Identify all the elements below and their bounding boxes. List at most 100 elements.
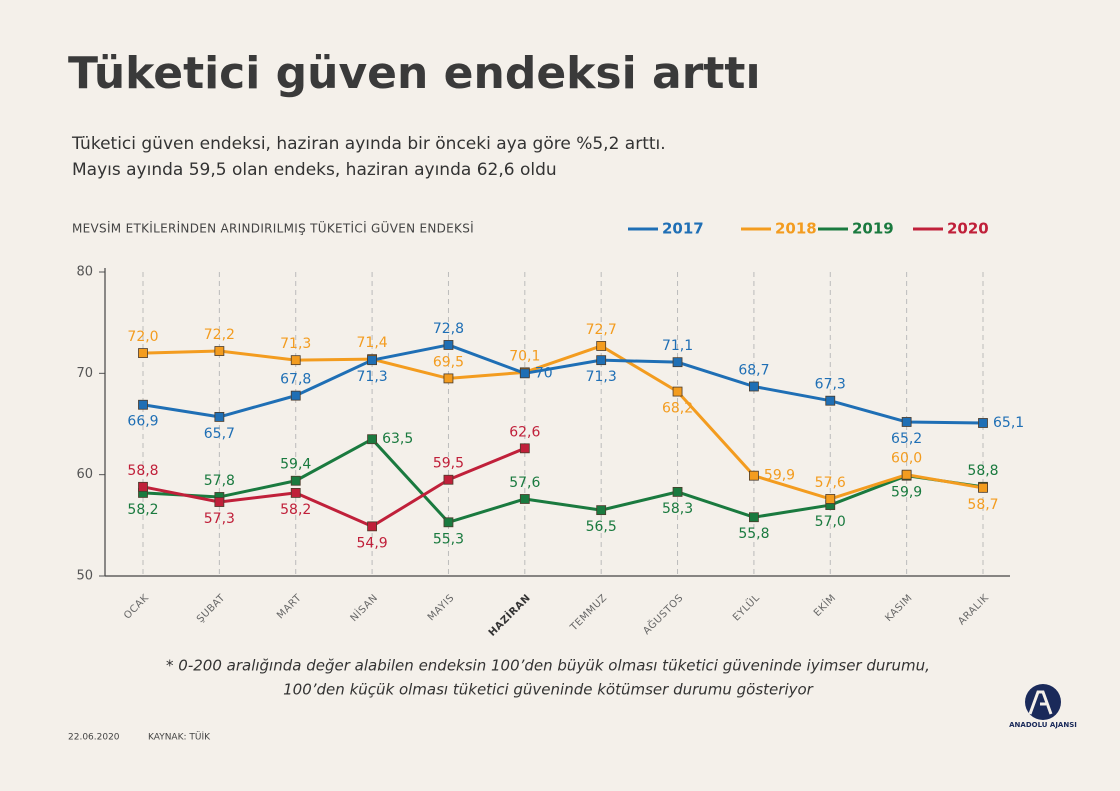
data-label: 65,2 bbox=[891, 431, 922, 447]
data-label: 63,5 bbox=[382, 431, 413, 447]
data-label: 57,6 bbox=[509, 475, 540, 491]
data-label: 66,9 bbox=[127, 414, 158, 430]
data-label: 70 bbox=[535, 365, 553, 381]
x-tick-label: ŞUBAT bbox=[195, 592, 228, 625]
data-label: 59,4 bbox=[280, 457, 311, 473]
data-point bbox=[825, 494, 836, 504]
data-label: 59,5 bbox=[433, 456, 464, 472]
subtitle: Mayıs ayında 59,5 olan endeks, haziran a… bbox=[72, 160, 557, 180]
y-tick-label: 70 bbox=[76, 366, 93, 381]
data-label: 71,1 bbox=[662, 338, 693, 354]
x-tick-label: AĞUSTOS bbox=[640, 591, 686, 637]
legend-label: 2020 bbox=[947, 220, 989, 238]
data-label: 72,8 bbox=[433, 321, 464, 337]
data-point bbox=[596, 341, 607, 351]
data-point bbox=[749, 381, 759, 392]
x-tick-label: EKİM bbox=[811, 591, 839, 619]
data-label: 58,8 bbox=[127, 463, 158, 479]
data-point bbox=[596, 355, 607, 366]
data-label: 60,0 bbox=[891, 451, 922, 467]
data-point bbox=[367, 434, 377, 445]
series-line bbox=[142, 446, 526, 528]
x-tick-label: KASIM bbox=[883, 592, 915, 624]
data-point bbox=[749, 470, 759, 481]
data-label: 68,7 bbox=[738, 363, 769, 379]
data-point bbox=[672, 386, 683, 397]
data-point bbox=[672, 357, 683, 368]
data-point bbox=[443, 340, 454, 350]
data-label: 65,7 bbox=[204, 426, 235, 442]
data-point bbox=[290, 355, 301, 366]
data-label: 58,8 bbox=[967, 463, 998, 479]
data-label: 72,2 bbox=[204, 327, 235, 343]
data-label: 69,5 bbox=[433, 354, 464, 370]
x-tick-label: MART bbox=[275, 592, 304, 621]
data-label: 57,8 bbox=[204, 473, 235, 489]
data-label: 65,1 bbox=[993, 415, 1024, 431]
date: 22.06.2020 bbox=[68, 733, 120, 743]
series-line bbox=[142, 343, 984, 425]
data-point bbox=[138, 399, 148, 410]
x-tick-label: EYLÜL bbox=[730, 591, 762, 623]
data-point bbox=[901, 417, 912, 427]
legend-label: 2019 bbox=[852, 220, 894, 238]
data-label: 58,2 bbox=[280, 502, 311, 518]
data-label: 72,7 bbox=[586, 322, 617, 338]
footnote: * 0-200 aralığında değer alabilen endeks… bbox=[166, 657, 930, 675]
data-point bbox=[749, 512, 759, 523]
data-point bbox=[290, 390, 301, 401]
y-tick-label: 50 bbox=[76, 569, 93, 584]
data-label: 68,2 bbox=[662, 401, 693, 417]
source: KAYNAK: TÜİK bbox=[148, 732, 211, 743]
data-label: 58,2 bbox=[127, 502, 158, 518]
data-label: 71,3 bbox=[586, 369, 617, 385]
x-tick-label: OCAK bbox=[122, 592, 151, 621]
data-point bbox=[443, 373, 454, 384]
logo-mark bbox=[1028, 690, 1053, 715]
x-tick-label: HAZİRAN bbox=[485, 590, 533, 638]
x-tick-label: NİSAN bbox=[347, 591, 380, 624]
data-label: 72,0 bbox=[127, 329, 158, 345]
x-tick-label: ARALIK bbox=[956, 592, 991, 627]
data-point bbox=[901, 469, 912, 480]
data-point bbox=[596, 505, 607, 516]
series-line bbox=[142, 344, 984, 501]
logo-text: ANADOLU AJANSI bbox=[1009, 721, 1077, 729]
data-point bbox=[978, 482, 988, 493]
data-point bbox=[290, 488, 301, 498]
data-label: 55,3 bbox=[433, 531, 464, 547]
data-label: 58,7 bbox=[967, 497, 998, 513]
logo: ANADOLU AJANSI bbox=[1009, 684, 1077, 729]
data-point bbox=[214, 497, 225, 507]
data-label: 56,5 bbox=[586, 519, 617, 535]
data-point bbox=[214, 346, 225, 356]
data-point bbox=[367, 521, 377, 532]
y-tick-label: 80 bbox=[76, 265, 93, 280]
footnote: 100’den küçük olması tüketici güveninde … bbox=[283, 681, 814, 699]
data-point bbox=[825, 395, 836, 406]
data-label: 71,3 bbox=[357, 369, 388, 385]
data-label: 70,1 bbox=[509, 348, 540, 364]
data-point bbox=[443, 474, 454, 485]
title: Tüketici güven endeksi arttı bbox=[68, 48, 761, 99]
data-label: 59,9 bbox=[764, 468, 795, 484]
data-point bbox=[138, 348, 148, 358]
y-tick-label: 60 bbox=[76, 467, 93, 482]
data-point bbox=[214, 412, 225, 422]
series-line bbox=[142, 437, 984, 524]
data-point bbox=[443, 517, 454, 528]
chart-label: MEVSİM ETKİLERİNDEN ARINDIRILMIŞ TÜKETİC… bbox=[72, 220, 474, 236]
data-label: 59,9 bbox=[891, 485, 922, 501]
data-point bbox=[519, 443, 530, 454]
data-label: 67,8 bbox=[280, 372, 311, 388]
data-label: 54,9 bbox=[357, 535, 388, 551]
logo-mark bbox=[1025, 684, 1061, 720]
x-tick-label: MAYIS bbox=[426, 592, 457, 623]
data-label: 55,8 bbox=[738, 526, 769, 542]
data-point bbox=[290, 475, 301, 486]
data-point bbox=[672, 486, 683, 497]
data-label: 62,6 bbox=[509, 424, 540, 440]
data-label: 67,3 bbox=[815, 377, 846, 393]
data-label: 58,3 bbox=[662, 501, 693, 517]
